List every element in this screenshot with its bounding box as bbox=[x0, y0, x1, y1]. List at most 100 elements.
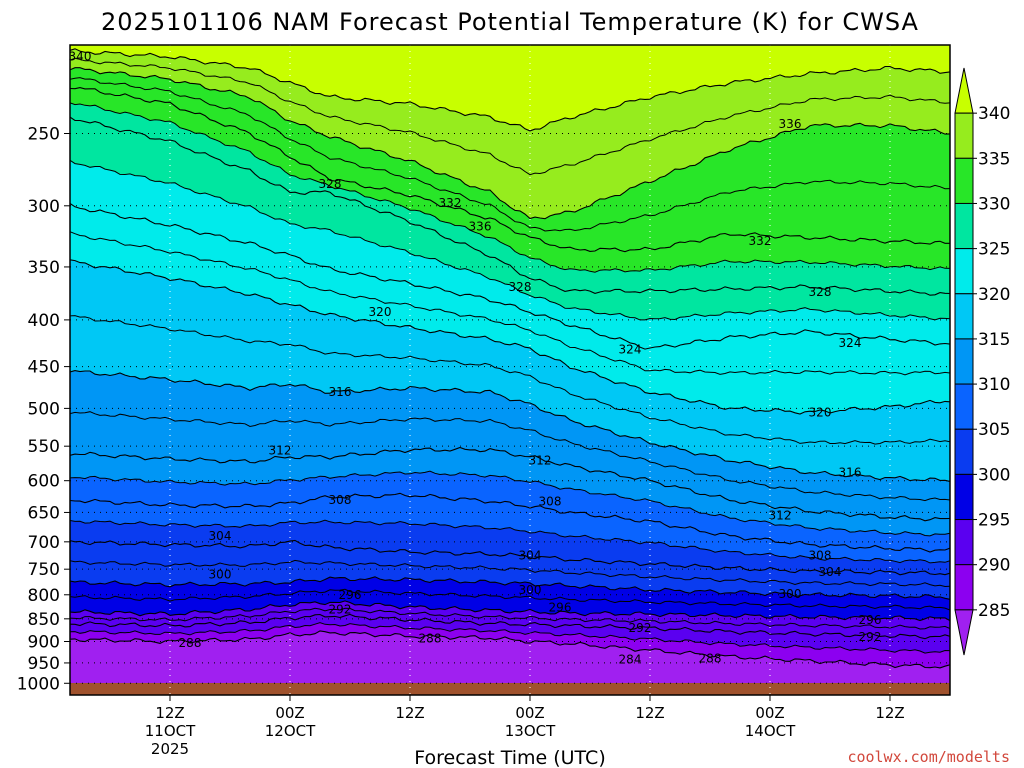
colorbar-label: 320 bbox=[978, 285, 1010, 305]
x-tick-label: 12Z bbox=[875, 704, 904, 722]
ground-layer bbox=[70, 683, 950, 695]
colorbar-label: 290 bbox=[978, 556, 1010, 576]
contour-label: 292 bbox=[859, 630, 882, 644]
contour-label: 312 bbox=[529, 453, 552, 467]
contour-label: 300 bbox=[519, 583, 542, 597]
contour-lines bbox=[70, 48, 950, 669]
contour-label: 320 bbox=[809, 405, 832, 419]
colorbar-label: 285 bbox=[978, 601, 1010, 621]
colorbar-label: 305 bbox=[978, 420, 1010, 440]
contour-label: 328 bbox=[509, 280, 532, 294]
contour-label: 332 bbox=[749, 234, 772, 248]
isentrope-334 bbox=[70, 77, 950, 232]
contour-labels: 340 336 336 332 332 328 328 328 324 324 320 320 316 3… bbox=[69, 50, 882, 667]
colorbar-band bbox=[954, 248, 974, 295]
contour-label: 292 bbox=[329, 602, 352, 616]
colorbar-band bbox=[954, 383, 974, 430]
colorbar-band bbox=[954, 519, 974, 566]
contour-label: 300 bbox=[209, 567, 232, 581]
isentrope-296 bbox=[70, 600, 950, 622]
contour-label: 312 bbox=[269, 443, 292, 457]
x-axis-label: Forecast Time (UTC) bbox=[414, 747, 605, 768]
contour-label: 336 bbox=[779, 117, 802, 131]
y-tick-label: 550 bbox=[28, 437, 60, 457]
isentrope-294 bbox=[70, 607, 950, 630]
contour-label: 308 bbox=[539, 494, 562, 508]
contour-label: 288 bbox=[419, 631, 442, 645]
colorbar-band bbox=[954, 428, 974, 475]
isentrope-324 bbox=[70, 203, 950, 350]
isentrope-290 bbox=[70, 622, 950, 654]
isentrope-292 bbox=[70, 613, 950, 640]
y-tick-label: 250 bbox=[28, 124, 60, 144]
grid-lines bbox=[70, 45, 950, 695]
isentrope-338 bbox=[70, 57, 950, 176]
contour-label: 288 bbox=[699, 652, 722, 666]
isentrope-288 bbox=[70, 630, 950, 669]
colorbar-label: 335 bbox=[978, 149, 1010, 169]
contour-label: 328 bbox=[319, 177, 342, 191]
y-tick-label: 650 bbox=[28, 503, 60, 523]
y-tick-label: 500 bbox=[28, 399, 60, 419]
contour-label: 296 bbox=[339, 588, 362, 602]
plot-frame bbox=[69, 44, 951, 696]
y-tick-label: 750 bbox=[28, 560, 60, 580]
y-axis-ticks: 2503003504004505005506006507007508008509… bbox=[17, 124, 70, 694]
x-tick-label: 12Z bbox=[155, 704, 184, 722]
x-tick-label: 12Z bbox=[395, 704, 424, 722]
colorbar-label: 300 bbox=[978, 465, 1010, 485]
isentrope-302 bbox=[70, 559, 950, 588]
isentrope-300 bbox=[70, 576, 950, 600]
x-tick-label: 2025 bbox=[151, 740, 189, 758]
contour-label: 300 bbox=[779, 587, 802, 601]
contour-label: 304 bbox=[819, 565, 842, 579]
y-tick-label: 700 bbox=[28, 533, 60, 553]
isentrope-298 bbox=[70, 588, 950, 611]
isentrope-310 bbox=[70, 470, 950, 537]
contour-label: 292 bbox=[629, 621, 652, 635]
contour-label: 296 bbox=[859, 613, 882, 627]
x-tick-label: 00Z bbox=[755, 704, 784, 722]
colorbar-label: 310 bbox=[978, 375, 1010, 395]
colorbar-label: 330 bbox=[978, 194, 1010, 214]
colorbar-band bbox=[954, 338, 974, 385]
isentrope-316 bbox=[70, 370, 950, 483]
contour-label: 340 bbox=[69, 50, 92, 64]
y-tick-label: 1000 bbox=[17, 674, 60, 694]
isentrope-322 bbox=[70, 231, 950, 376]
x-tick-label: 00Z bbox=[275, 704, 304, 722]
x-tick-label: 00Z bbox=[515, 704, 544, 722]
isentrope-312 bbox=[70, 446, 950, 522]
colorbar: 340 335 330 325 320 315 310 305 300 295 290 285 bbox=[954, 67, 1010, 656]
y-tick-label: 600 bbox=[28, 472, 60, 492]
contour-label: 308 bbox=[329, 493, 352, 507]
isentrope-328 bbox=[70, 116, 950, 296]
y-tick-label: 850 bbox=[28, 610, 60, 630]
x-tick-label: 12Z bbox=[635, 704, 664, 722]
fill-above-340 bbox=[70, 45, 950, 131]
isentrope-330 bbox=[70, 102, 950, 273]
y-tick-label: 900 bbox=[28, 632, 60, 652]
contour-label: 284 bbox=[619, 653, 642, 667]
x-tick-label: 11OCT bbox=[145, 722, 196, 740]
contour-label: 320 bbox=[369, 305, 392, 319]
colorbar-band bbox=[954, 293, 974, 340]
contour-label: 328 bbox=[809, 285, 832, 299]
y-tick-label: 300 bbox=[28, 197, 60, 217]
isentrope-308 bbox=[70, 492, 950, 553]
contour-label: 316 bbox=[839, 466, 862, 480]
contour-label: 324 bbox=[619, 342, 642, 356]
isentrope-314 bbox=[70, 411, 950, 502]
colorbar-label: 295 bbox=[978, 511, 1010, 531]
contour-label: 324 bbox=[839, 336, 862, 350]
isentrope-340 bbox=[70, 48, 950, 132]
isentrope-304 bbox=[70, 539, 950, 576]
y-tick-label: 450 bbox=[28, 358, 60, 378]
isentrope-320 bbox=[70, 259, 950, 415]
colorbar-band bbox=[954, 202, 974, 250]
contour-label: 304 bbox=[519, 549, 542, 563]
colorbar-band bbox=[954, 473, 974, 521]
colorbar-label: 340 bbox=[978, 104, 1010, 124]
